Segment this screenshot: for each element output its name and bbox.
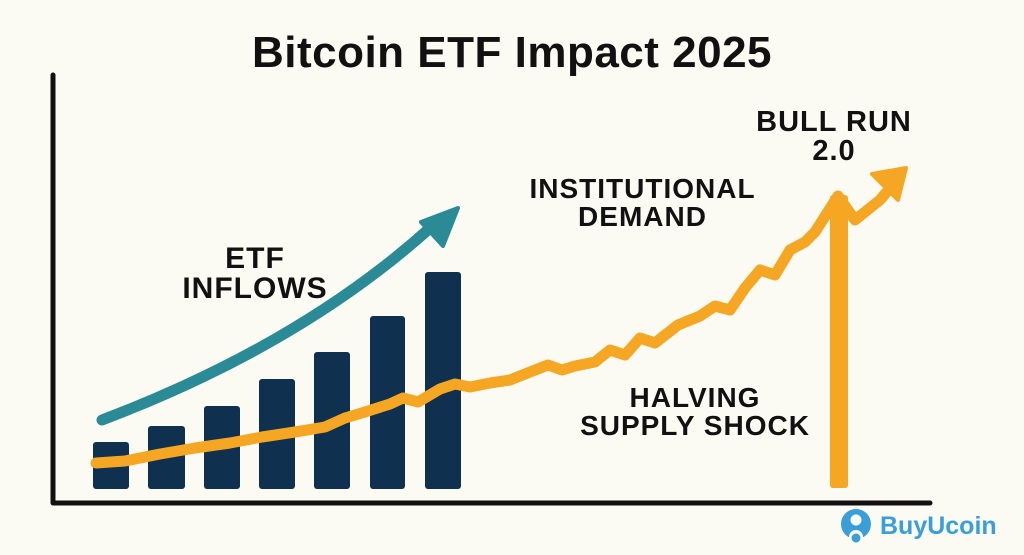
orange-arrowhead-icon — [870, 166, 908, 202]
label-halving-supply-shock: HALVING SUPPLY SHOCK — [580, 382, 810, 441]
user-circle-icon — [841, 509, 871, 544]
chart-axes — [50, 72, 933, 506]
label-etf-inflows: ETF INFLOWS — [182, 242, 328, 305]
price-line — [90, 176, 901, 469]
teal-arrowhead-icon — [419, 206, 460, 248]
bar-7 — [425, 272, 461, 489]
etf-trend-arrow — [96, 222, 436, 426]
label-institutional-demand: INSTITUTIONAL DEMAND — [529, 173, 756, 232]
brand-logo[interactable]: BuyUcoin — [838, 508, 997, 544]
chart-title: Bitcoin ETF Impact 2025 — [251, 28, 773, 77]
brand-name: BuyUcoin — [880, 511, 997, 540]
halving-bar — [830, 195, 848, 488]
label-bull-run: BULL RUN 2.0 — [756, 106, 912, 167]
